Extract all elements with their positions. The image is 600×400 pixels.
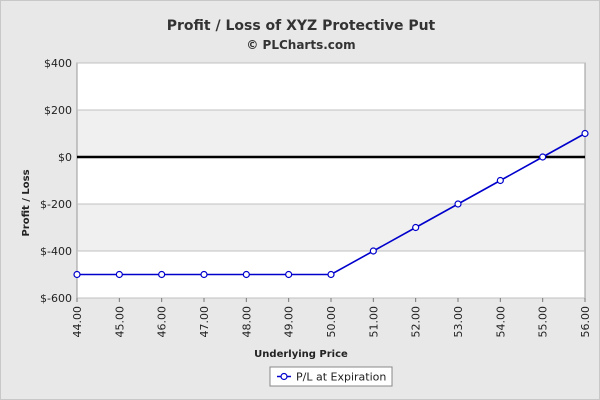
y-tick-label: $-200 — [40, 198, 72, 211]
data-point[interactable] — [539, 153, 547, 161]
data-point[interactable] — [412, 223, 420, 232]
data-point[interactable] — [73, 270, 81, 279]
plot-band — [77, 63, 585, 110]
x-tick-label: 44.00 — [71, 306, 84, 338]
legend[interactable]: P/L at Expiration — [269, 366, 393, 387]
data-point[interactable] — [200, 270, 208, 279]
y-tick-label: $200 — [44, 104, 72, 117]
x-tick-label: 52.00 — [410, 306, 423, 338]
chart-subtitle: © PLCharts.com — [246, 38, 355, 52]
x-tick-label: 54.00 — [494, 306, 507, 338]
y-axis-ticks: $400 $200 $0 $-200 $-400 $-600 — [40, 57, 72, 305]
y-tick-label: $0 — [58, 151, 72, 164]
chart-title: Profit / Loss of XYZ Protective Put — [167, 18, 436, 34]
data-point[interactable] — [581, 129, 589, 138]
x-tick-label: 53.00 — [452, 306, 465, 338]
legend-label: P/L at Expiration — [296, 371, 386, 384]
x-tick-label: 45.00 — [113, 306, 126, 338]
x-axis-ticks: 44.00 45.00 46.00 47.00 48.00 49.00 50.00 51.00… — [71, 298, 592, 338]
data-point[interactable] — [285, 270, 293, 279]
x-axis-label: Underlying Price — [254, 349, 348, 360]
data-point[interactable] — [327, 270, 335, 279]
data-point[interactable] — [454, 200, 462, 208]
x-tick-label: 47.00 — [198, 306, 211, 338]
legend-box — [269, 366, 393, 387]
x-tick-label: 48.00 — [240, 306, 253, 338]
y-tick-label: $-600 — [40, 292, 72, 305]
plot-background — [76, 62, 586, 299]
x-tick-label: 51.00 — [367, 306, 380, 338]
x-tick-label: 55.00 — [537, 306, 550, 338]
legend-marker — [280, 372, 288, 381]
plot-band — [77, 157, 585, 204]
x-tick-label: 50.00 — [325, 306, 338, 338]
x-tick-label: 46.00 — [156, 306, 169, 338]
y-tick-label: $400 — [44, 57, 72, 70]
series-group — [73, 129, 589, 279]
data-point[interactable] — [496, 176, 504, 185]
x-tick-label: 49.00 — [283, 306, 296, 338]
plot-band — [77, 204, 585, 251]
plot-band — [77, 110, 585, 157]
y-tick-label: $-400 — [40, 245, 72, 258]
data-point[interactable] — [242, 270, 250, 279]
data-point[interactable] — [158, 270, 166, 279]
x-tick-label: 56.00 — [579, 306, 592, 338]
data-point[interactable] — [115, 270, 123, 279]
y-axis-label: Profit / Loss — [21, 169, 32, 236]
data-point[interactable] — [369, 247, 377, 255]
